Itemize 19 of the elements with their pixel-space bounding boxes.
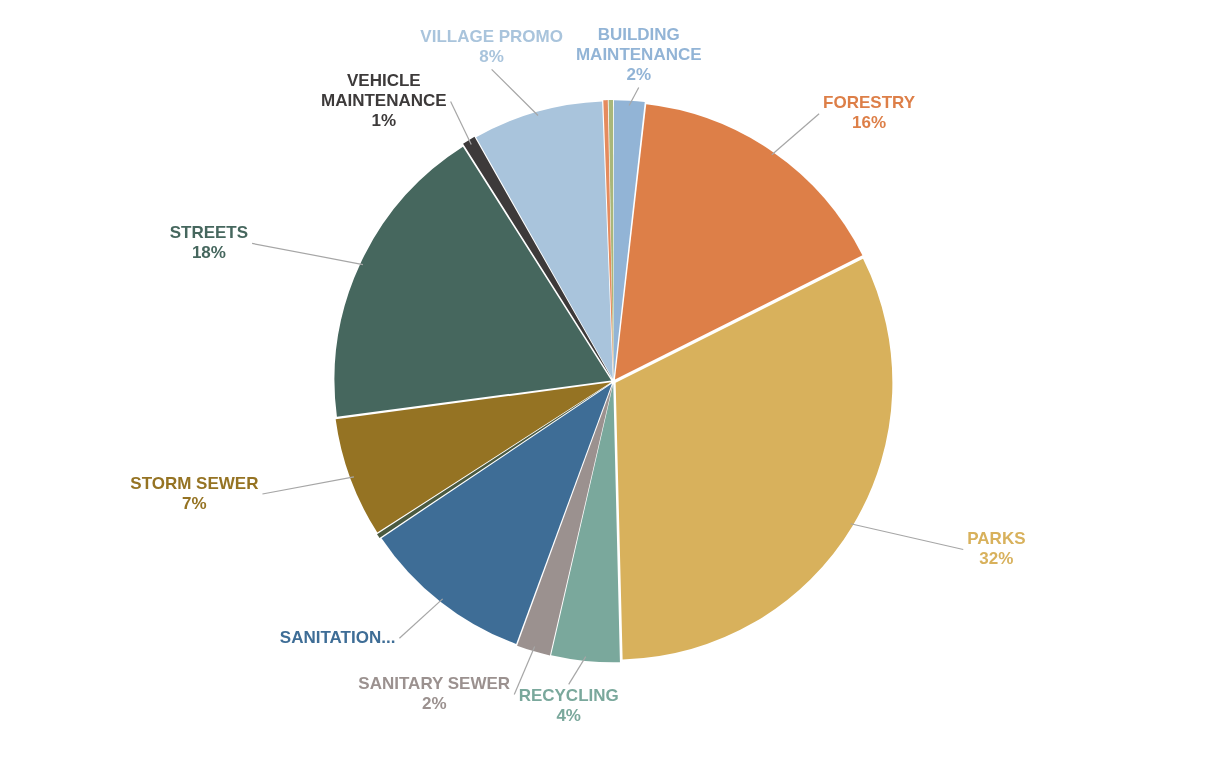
data-label: 32%	[979, 549, 1014, 569]
data-label: 18%	[191, 243, 226, 263]
data-label: 7%	[182, 493, 207, 513]
slice-label: VILLAGE PROMO	[420, 27, 563, 47]
slice-label: STORM SEWER	[130, 473, 259, 493]
slice-label: SANITATION...	[279, 627, 396, 647]
slice-label: STREETS	[169, 223, 249, 243]
slice-label: BUILDING MAINTENANCE	[575, 25, 702, 65]
data-label: 4%	[556, 706, 581, 726]
slice-label: RECYCLING	[518, 686, 619, 706]
data-label: 1%	[371, 111, 397, 131]
data-label: 16%	[852, 113, 887, 133]
slice-label: SANITARY SEWER	[358, 674, 511, 694]
slice-label: VEHICLE MAINTENANCE	[321, 71, 447, 111]
data-label: 8%	[479, 47, 504, 67]
data-label: 2%	[626, 65, 652, 85]
slice-label: PARKS	[967, 529, 1026, 549]
slice-label: FORESTRY	[823, 93, 916, 113]
data-label: 2%	[421, 694, 447, 714]
